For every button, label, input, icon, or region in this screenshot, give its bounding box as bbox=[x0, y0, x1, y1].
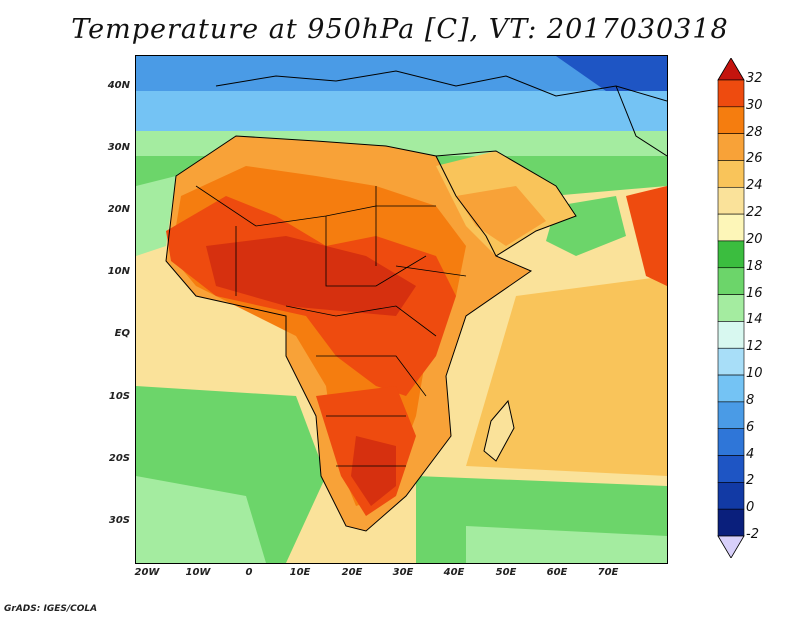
lon-label: 40E bbox=[443, 567, 465, 578]
colorbar-tick-label: 22 bbox=[746, 205, 763, 221]
lon-label: 10E bbox=[289, 567, 311, 578]
colorbar-tick-label: 2 bbox=[746, 473, 755, 489]
colorbar-segment bbox=[717, 267, 745, 295]
colorbar-bottom-arrow bbox=[717, 535, 745, 558]
colorbar bbox=[717, 58, 745, 558]
map-title: Temperature at 950hPa [C], VT: 201703031… bbox=[71, 14, 729, 45]
lat-label: 40N bbox=[107, 80, 130, 91]
colorbar-tick-label: 12 bbox=[746, 339, 763, 355]
europe-coastline bbox=[215, 70, 667, 102]
country-borders bbox=[195, 185, 467, 467]
colorbar-segment bbox=[717, 240, 745, 269]
colorbar-segment bbox=[717, 482, 745, 510]
colorbar-tick-label: 20 bbox=[746, 231, 763, 247]
lon-label: 10W bbox=[185, 567, 211, 578]
madagascar-outline bbox=[483, 399, 515, 462]
colorbar-tick-label: 26 bbox=[746, 151, 763, 167]
lon-label: 60E bbox=[546, 567, 568, 578]
colorbar-segment bbox=[717, 213, 745, 242]
lon-label: 30E bbox=[392, 567, 414, 578]
lon-label: 20W bbox=[134, 567, 160, 578]
colorbar-segment bbox=[717, 186, 745, 215]
colorbar-segment bbox=[717, 374, 745, 403]
lon-label: 50E bbox=[495, 567, 517, 578]
colorbar-segment bbox=[717, 294, 745, 322]
india-landmass bbox=[626, 186, 667, 286]
lon-label: 70E bbox=[597, 567, 619, 578]
colorbar-tick-label: 28 bbox=[746, 124, 763, 140]
colorbar-segment bbox=[717, 455, 745, 483]
colorbar-segment bbox=[717, 428, 745, 456]
colorbar-segment bbox=[717, 401, 745, 430]
colorbar-tick-label: 6 bbox=[746, 419, 755, 435]
colorbar-tick-label: 18 bbox=[746, 258, 763, 274]
colorbar-segment bbox=[717, 160, 745, 188]
colorbar-segment bbox=[717, 508, 745, 537]
africa-coastline bbox=[165, 135, 533, 532]
colorbar-tick-label: 14 bbox=[746, 312, 763, 328]
temperature-field-map bbox=[136, 56, 667, 563]
lat-label: 30S bbox=[108, 515, 130, 526]
lat-label: 10N bbox=[107, 266, 130, 277]
footer-credit: GrADS: IGES/COLA bbox=[4, 604, 98, 614]
colorbar-segment bbox=[717, 106, 745, 134]
colorbar-top-arrow bbox=[717, 58, 745, 81]
map-panel bbox=[135, 55, 668, 564]
colorbar-segment bbox=[717, 133, 745, 161]
colorbar-tick-label: 24 bbox=[746, 178, 763, 194]
colorbar-tick-label: 4 bbox=[746, 446, 755, 462]
lat-label: 30N bbox=[107, 142, 130, 153]
lat-label: 20S bbox=[108, 453, 130, 464]
colorbar-tick-label: -2 bbox=[746, 527, 759, 542]
colorbar-segment bbox=[717, 321, 745, 349]
colorbar-tick-label: 16 bbox=[746, 285, 763, 301]
lat-label: EQ bbox=[114, 328, 130, 339]
colorbar-segment bbox=[717, 79, 745, 108]
colorbar-tick-label: 32 bbox=[746, 71, 763, 86]
colorbar-tick-label: 0 bbox=[746, 500, 755, 516]
colorbar-segment bbox=[717, 347, 745, 376]
colorbar-tick-label: 10 bbox=[746, 366, 763, 382]
colorbar-tick-label: 8 bbox=[746, 392, 755, 408]
lat-label: 20N bbox=[107, 204, 130, 215]
lon-label: 0 bbox=[245, 567, 253, 578]
colorbar-tick-label: 30 bbox=[746, 97, 763, 113]
lon-label: 20E bbox=[341, 567, 363, 578]
lat-label: 10S bbox=[108, 391, 130, 402]
